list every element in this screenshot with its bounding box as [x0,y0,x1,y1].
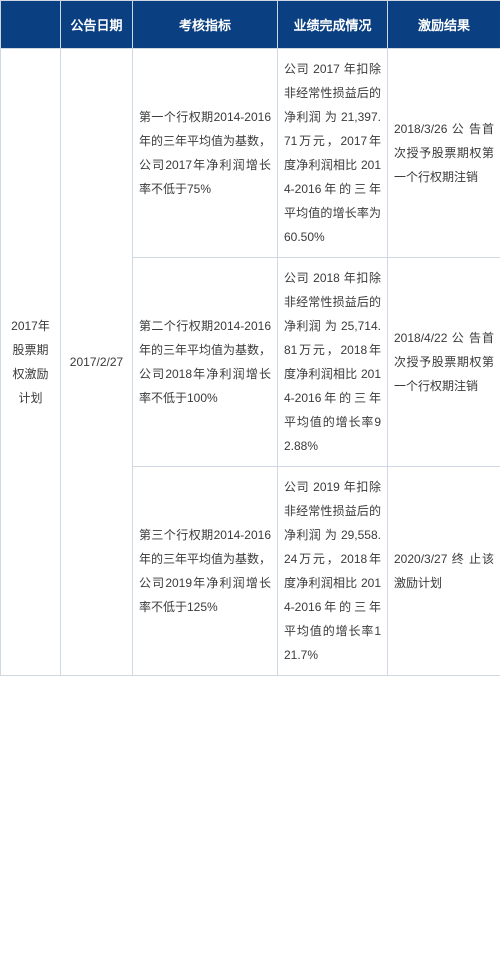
result-cell: 2018/3/26 公 告首次授予股票期权第一个行权期注销 [388,49,500,258]
col-header-metric: 考核指标 [133,1,278,49]
completion-cell: 公司 2019 年扣除非经常性损益后的净利润 为 29,558.24万元，201… [278,467,388,676]
col-header-completion: 业绩完成情况 [278,1,388,49]
plan-name-cell: 2017年股票期权激励计划 [1,49,61,676]
table-header-row: 公告日期 考核指标 业绩完成情况 激励结果 [1,1,500,49]
incentive-plan-table: 公告日期 考核指标 业绩完成情况 激励结果 2017年股票期权激励计划 2017… [0,0,500,676]
col-header-plan [1,1,61,49]
metric-cell: 第二个行权期2014-2016年的三年平均值为基数，公司2018年净利润增长率不… [133,258,278,467]
completion-cell: 公司 2017 年扣除非经常性损益后的净利润 为 21,397.71万元，201… [278,49,388,258]
completion-cell: 公司 2018 年扣除非经常性损益后的净利润 为 25,714.81万元，201… [278,258,388,467]
metric-cell: 第一个行权期2014-2016年的三年平均值为基数，公司2017年净利润增长率不… [133,49,278,258]
result-cell: 2020/3/27 终 止该激励计划 [388,467,500,676]
col-header-date: 公告日期 [61,1,133,49]
result-cell: 2018/4/22 公 告首次授予股票期权第一个行权期注销 [388,258,500,467]
table-row: 2017年股票期权激励计划 2017/2/27 第一个行权期2014-2016年… [1,49,500,258]
metric-cell: 第三个行权期2014-2016年的三年平均值为基数，公司2019年净利润增长率不… [133,467,278,676]
announce-date-cell: 2017/2/27 [61,49,133,676]
col-header-result: 激励结果 [388,1,500,49]
